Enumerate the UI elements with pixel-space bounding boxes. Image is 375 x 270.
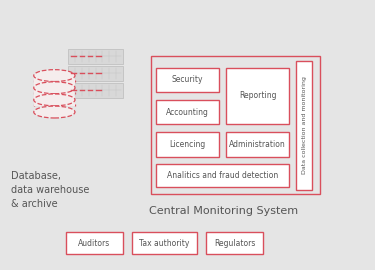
- Ellipse shape: [34, 106, 75, 118]
- Bar: [156, 100, 219, 124]
- Bar: [132, 232, 196, 254]
- Ellipse shape: [34, 70, 75, 82]
- Text: Auditors: Auditors: [78, 238, 110, 248]
- Ellipse shape: [34, 82, 75, 94]
- Bar: [68, 66, 123, 81]
- Text: Analitics and fraud detection: Analitics and fraud detection: [167, 171, 278, 180]
- Ellipse shape: [34, 94, 75, 106]
- Bar: [151, 56, 320, 194]
- Text: Accounting: Accounting: [166, 107, 209, 117]
- Bar: [206, 232, 263, 254]
- Text: Licencing: Licencing: [170, 140, 206, 149]
- Text: Data collection and monitoring: Data collection and monitoring: [302, 77, 307, 174]
- Bar: [34, 76, 75, 106]
- Text: Database,
data warehouse
& archive: Database, data warehouse & archive: [11, 171, 90, 209]
- Text: Security: Security: [172, 75, 203, 84]
- Bar: [68, 49, 123, 64]
- Text: Reporting: Reporting: [239, 91, 276, 100]
- Text: Regulators: Regulators: [214, 238, 255, 248]
- Bar: [226, 68, 289, 124]
- Bar: [226, 132, 289, 157]
- Bar: [66, 232, 123, 254]
- Bar: [156, 164, 289, 187]
- Bar: [296, 61, 312, 190]
- Bar: [68, 83, 123, 98]
- Text: Central Monitoring System: Central Monitoring System: [149, 205, 298, 216]
- Bar: [156, 68, 219, 92]
- Text: Tax authority: Tax authority: [139, 238, 189, 248]
- Text: Administration: Administration: [229, 140, 286, 149]
- Bar: [156, 132, 219, 157]
